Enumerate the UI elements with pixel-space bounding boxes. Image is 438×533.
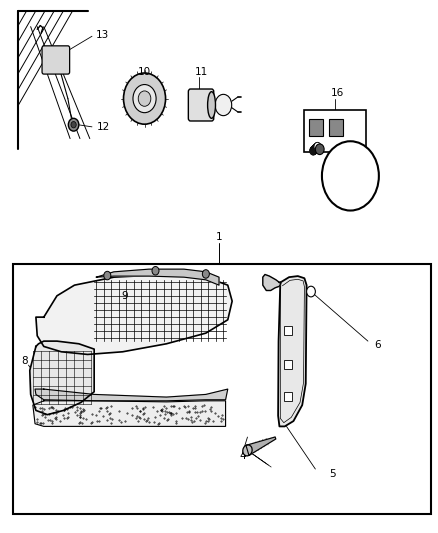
Circle shape [312,144,319,152]
FancyBboxPatch shape [284,360,292,369]
FancyBboxPatch shape [284,392,292,401]
Circle shape [133,85,156,112]
Circle shape [312,144,319,152]
Text: 8: 8 [21,357,28,366]
Text: 5: 5 [329,470,336,479]
Ellipse shape [208,92,215,118]
Polygon shape [96,269,219,285]
FancyBboxPatch shape [284,326,292,335]
Polygon shape [263,274,281,290]
Polygon shape [35,389,228,401]
Circle shape [71,122,76,128]
FancyBboxPatch shape [188,89,214,121]
Bar [13,264,431,514]
Text: 4: 4 [240,451,247,461]
Circle shape [310,147,317,155]
Ellipse shape [243,445,252,456]
Circle shape [314,142,321,151]
FancyBboxPatch shape [304,110,366,152]
Circle shape [104,271,111,280]
Polygon shape [36,274,232,354]
Circle shape [310,147,317,155]
Text: 1: 1 [215,232,223,242]
FancyBboxPatch shape [309,119,323,136]
FancyBboxPatch shape [329,119,343,136]
Circle shape [138,91,151,106]
Circle shape [312,144,319,153]
FancyBboxPatch shape [42,46,70,74]
Circle shape [311,145,318,154]
Circle shape [313,143,320,152]
Text: 16: 16 [331,88,344,98]
Circle shape [124,73,166,124]
Text: 13: 13 [96,30,110,39]
Polygon shape [30,341,94,415]
Circle shape [68,118,79,131]
Circle shape [314,142,321,151]
Text: 9: 9 [121,291,128,301]
Circle shape [307,286,315,297]
Circle shape [313,143,320,152]
Circle shape [202,270,209,278]
Circle shape [311,146,318,154]
Circle shape [315,144,324,155]
Circle shape [322,141,379,211]
Polygon shape [33,401,226,426]
Text: 10: 10 [138,67,151,77]
Text: 12: 12 [97,122,110,132]
Text: 6: 6 [374,341,381,350]
Polygon shape [278,276,307,426]
Circle shape [314,143,321,151]
Circle shape [311,146,318,154]
Ellipse shape [215,94,232,116]
Circle shape [310,146,317,155]
Circle shape [311,146,318,155]
Circle shape [313,143,320,151]
Circle shape [152,266,159,275]
Circle shape [311,145,318,154]
Text: 11: 11 [195,67,208,77]
Circle shape [312,144,319,153]
Polygon shape [246,437,276,455]
